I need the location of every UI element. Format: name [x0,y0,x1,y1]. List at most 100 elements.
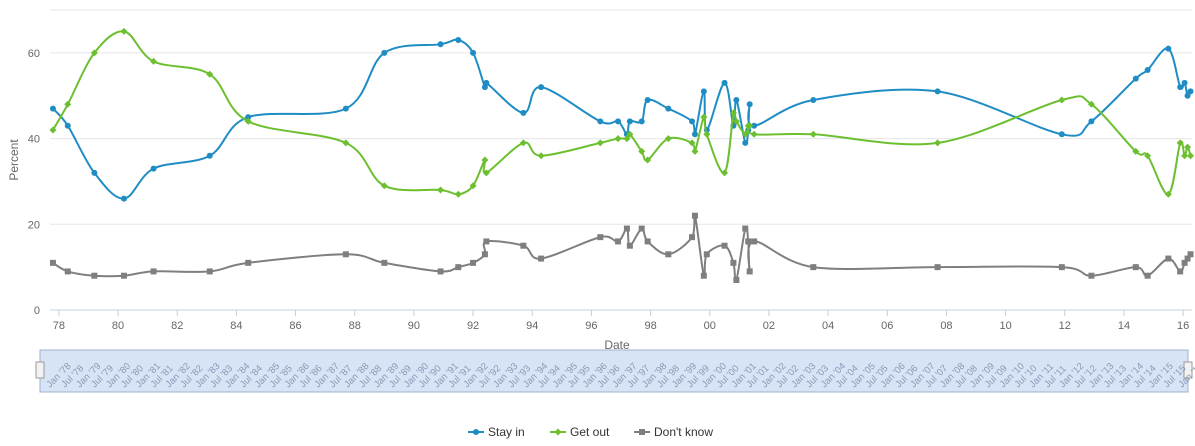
legend-item-don-t-know[interactable]: Don't know [634,425,713,439]
point-don-t-know [665,251,672,258]
x-tick-label: 98 [644,320,656,332]
y-tick-label: 0 [34,305,40,317]
x-tick-label: 02 [763,320,775,332]
point-stay-in [538,84,545,91]
point-get-out [623,135,631,143]
x-tick-label: 78 [53,320,65,332]
point-stay-in [1165,45,1172,52]
point-get-out [1087,100,1095,108]
point-get-out [596,139,604,147]
point-get-out [729,109,737,117]
legend-label-don-t-know: Don't know [654,425,713,439]
point-get-out [741,130,749,138]
point-stay-in [810,97,817,103]
point-don-t-know [481,251,488,258]
point-don-t-know [733,277,740,283]
x-tick-label: 90 [408,320,420,332]
point-get-out [64,100,72,108]
legend: Stay in Get out Don't know [468,425,713,439]
point-don-t-know [1177,268,1184,275]
point-stay-in [455,37,462,43]
point-don-t-know [1058,264,1065,271]
x-axis: 78 80 82 84 86 88 90 92 94 96 98 00 02 04 06 08 10 12 14 16 [53,310,1189,332]
point-don-t-know [1184,255,1191,262]
x-tick-label: 08 [940,320,952,332]
point-don-t-know [615,238,622,245]
point-get-out [721,169,729,177]
navigator-right-handle[interactable] [1183,361,1193,379]
point-get-out [537,152,545,160]
legend-label-stay-in: Stay in [488,425,525,439]
point-stay-in [626,118,633,125]
legend-marker-don-t-know [639,429,645,435]
point-don-t-know [150,268,157,275]
point-don-t-know [470,259,477,266]
point-stay-in [120,195,127,202]
point-stay-in [721,79,728,86]
point-stay-in [638,118,645,125]
point-don-t-know [745,238,752,245]
x-tick-label: 10 [999,320,1011,332]
legend-marker-get-out [554,428,562,436]
point-get-out [1164,190,1172,198]
point-don-t-know [597,234,604,241]
x-tick-label: 00 [704,320,716,332]
point-stay-in [1088,118,1095,125]
line-stay-in [52,38,1192,200]
point-don-t-know [691,212,698,219]
point-don-t-know [644,238,651,245]
point-don-t-know [64,268,71,275]
point-get-out [1187,152,1195,160]
point-don-t-know [342,251,349,258]
point-stay-in [1177,84,1184,91]
point-don-t-know [623,225,630,232]
series-stay-in [49,37,1194,202]
point-stay-in [751,122,758,129]
point-don-t-know [91,272,98,279]
point-get-out [244,117,252,125]
point-stay-in [437,41,444,48]
point-don-t-know [1187,251,1194,258]
point-stay-in [245,114,252,121]
point-stay-in [733,97,740,103]
point-don-t-know [538,255,545,262]
x-tick-label: 86 [289,320,301,332]
point-don-t-know [742,225,749,232]
point-get-out [437,186,445,194]
point-don-t-know [638,225,645,232]
point-stay-in [742,139,749,146]
point-don-t-know [520,242,527,249]
point-get-out [481,156,489,164]
y-axis-title: Percent [7,139,21,181]
point-don-t-know [751,238,758,245]
point-stay-in [689,118,696,125]
point-don-t-know [730,259,737,266]
point-don-t-know [1165,255,1172,262]
point-get-out [809,130,817,138]
point-get-out [1132,147,1140,155]
x-tick-label: 12 [1059,320,1071,332]
point-get-out [626,130,634,138]
point-stay-in [597,118,604,125]
point-stay-in [1132,75,1139,82]
point-stay-in [644,97,651,103]
point-don-t-know [455,264,462,271]
point-get-out [90,49,98,57]
point-stay-in [746,101,753,108]
point-get-out [614,135,622,143]
legend-item-stay-in[interactable]: Stay in [468,425,525,439]
legend-label-get-out: Get out [570,425,610,439]
y-axis-ticks: 0 20 40 60 [28,48,40,317]
x-tick-label: 14 [1118,320,1130,332]
point-stay-in [470,49,477,56]
point-don-t-know [245,259,252,266]
legend-item-get-out[interactable]: Get out [550,425,610,439]
point-don-t-know [206,268,213,275]
navigator-left-handle[interactable] [35,361,45,379]
point-don-t-know [746,268,753,275]
point-stay-in [342,105,349,112]
point-don-t-know [1132,264,1139,271]
point-get-out [454,190,462,198]
point-don-t-know [437,268,444,275]
